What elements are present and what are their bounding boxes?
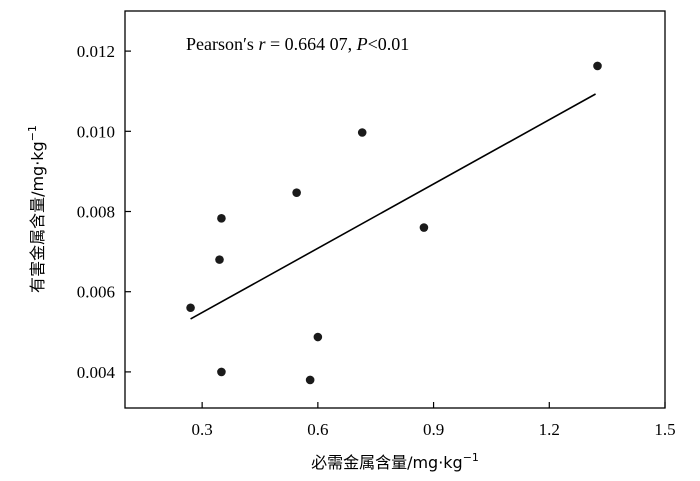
- data-point: [186, 303, 195, 313]
- y-tick-label: 0.008: [77, 203, 115, 222]
- plot-frame: [124, 10, 666, 409]
- data-point: [215, 255, 224, 264]
- data-points: [186, 61, 602, 385]
- data-point: [305, 375, 315, 385]
- x-tick-label: 0.9: [423, 420, 444, 439]
- x-axis-title: 必需金属含量/mg·kg−1: [311, 451, 479, 472]
- y-axis-title: 有害金属含量/mg·kg−1: [26, 125, 47, 293]
- x-tick-label: 1.5: [654, 420, 675, 439]
- y-tick-label: 0.010: [77, 122, 115, 141]
- y-tick-label: 0.006: [77, 283, 115, 302]
- data-point: [357, 128, 367, 137]
- data-point: [292, 188, 301, 197]
- x-tick-label: 0.6: [307, 420, 328, 439]
- data-point: [593, 61, 602, 71]
- x-axis-ticks: 0.3 0.6 0.9 1.2 1.5: [192, 402, 676, 439]
- data-point: [217, 367, 226, 377]
- x-tick-label: 0.3: [192, 420, 213, 439]
- y-tick-label: 0.004: [77, 363, 116, 382]
- regression-line: [190, 93, 596, 320]
- y-tick-label: 0.012: [77, 42, 115, 61]
- x-tick-label: 1.2: [539, 420, 560, 439]
- y-axis-ticks: 0.004 0.006 0.008 0.010 0.012: [77, 42, 131, 382]
- data-point: [217, 214, 226, 223]
- data-point: [419, 223, 429, 232]
- data-point: [313, 332, 323, 342]
- pearson-annotation: Pearson′s r = 0.664 07, P<0.01: [186, 34, 409, 54]
